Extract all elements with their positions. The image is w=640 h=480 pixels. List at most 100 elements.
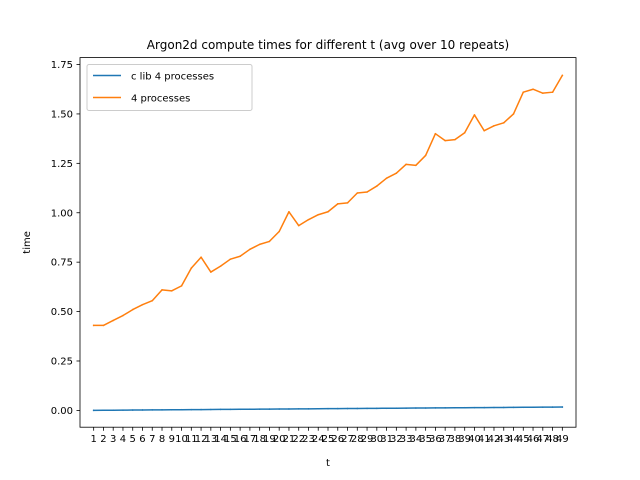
- x-tick-label: 4: [120, 434, 126, 445]
- data-point: [376, 185, 378, 187]
- x-axis-label: t: [326, 458, 330, 469]
- data-point: [219, 408, 222, 411]
- data-point: [376, 407, 378, 410]
- data-point: [141, 409, 144, 411]
- legend-item: c lib 4 processes: [93, 72, 214, 83]
- data-point: [92, 324, 95, 327]
- chart-title: Argon2d compute times for different t (a…: [147, 38, 509, 52]
- data-point: [561, 74, 564, 77]
- data-point: [190, 408, 193, 411]
- data-point: [229, 408, 232, 411]
- series-1: [92, 406, 564, 412]
- data-point: [551, 91, 554, 93]
- data-point: [307, 408, 310, 410]
- data-point: [92, 409, 95, 412]
- legend-label: c lib 4 processes: [131, 72, 214, 83]
- data-point: [210, 271, 212, 273]
- x-tick-label: 47: [536, 434, 549, 445]
- data-point: [170, 408, 173, 411]
- data-point: [297, 224, 300, 227]
- data-point: [122, 409, 124, 411]
- data-point: [249, 248, 251, 251]
- data-point: [297, 408, 300, 410]
- data-point: [229, 258, 232, 261]
- data-point: [102, 324, 105, 327]
- y-tick-label: 1.00: [51, 208, 73, 219]
- y-axis-ticks: 0.00 0.25 0.50 0.75 1.00 1.25 1.50 1.75: [51, 60, 80, 417]
- data-point: [249, 408, 251, 411]
- x-tick-label: 28: [351, 434, 364, 445]
- x-tick-label: 27: [341, 434, 354, 445]
- data-point: [131, 308, 134, 311]
- data-point: [366, 407, 368, 410]
- data-point: [161, 409, 163, 411]
- data-point: [278, 408, 280, 410]
- x-tick-label: 11: [185, 434, 198, 445]
- x-tick-label: 6: [139, 434, 145, 445]
- data-point: [131, 409, 134, 411]
- legend-item: 4 processes: [93, 94, 190, 105]
- x-tick-label: 18: [253, 434, 266, 445]
- data-point: [522, 91, 525, 93]
- data-point: [415, 407, 417, 409]
- x-tick-label: 26: [331, 434, 344, 445]
- data-point: [346, 407, 349, 410]
- data-point: [112, 319, 114, 322]
- data-point: [424, 407, 427, 409]
- data-point: [395, 172, 398, 175]
- plot-layer: [92, 74, 564, 412]
- x-tick-label: 43: [497, 434, 510, 445]
- x-tick-label: 35: [419, 434, 432, 445]
- x-tick-label: 21: [283, 434, 296, 445]
- data-point: [551, 406, 554, 408]
- x-tick-label: 29: [361, 434, 374, 445]
- data-point: [356, 192, 359, 194]
- x-tick-label: 12: [195, 434, 208, 445]
- x-tick-label: 36: [429, 434, 442, 445]
- x-tick-label: 16: [234, 434, 247, 445]
- x-tick-label: 37: [439, 434, 452, 445]
- data-point: [307, 218, 310, 221]
- x-tick-label: 5: [130, 434, 136, 445]
- x-tick-label: 23: [302, 434, 315, 445]
- x-tick-label: 34: [410, 434, 423, 445]
- data-point: [151, 299, 154, 302]
- x-tick-label: 7: [149, 434, 155, 445]
- x-tick-label: 14: [214, 434, 227, 445]
- data-point: [258, 408, 261, 410]
- data-point: [463, 406, 466, 409]
- legend-frame: [86, 64, 253, 111]
- y-tick-label: 1.25: [51, 159, 73, 170]
- data-point: [483, 406, 486, 409]
- x-tick-label: 49: [556, 434, 569, 445]
- data-point: [512, 113, 515, 115]
- data-point: [542, 92, 544, 94]
- x-tick-label: 9: [169, 434, 175, 445]
- data-point: [336, 203, 339, 205]
- data-point: [424, 154, 427, 157]
- x-tick-label: 15: [224, 434, 237, 445]
- data-point: [444, 139, 446, 142]
- data-point: [522, 406, 525, 409]
- data-point: [483, 129, 486, 132]
- data-point: [141, 303, 144, 306]
- data-point: [493, 124, 495, 127]
- x-tick-label: 31: [380, 434, 393, 445]
- data-point: [161, 289, 163, 291]
- data-point: [405, 407, 407, 409]
- data-point: [502, 122, 505, 124]
- data-point: [502, 406, 505, 409]
- data-point: [190, 267, 193, 269]
- data-point: [405, 163, 407, 166]
- x-tick-label: 32: [390, 434, 403, 445]
- data-point: [219, 265, 222, 267]
- data-point: [170, 290, 173, 292]
- data-point: [327, 407, 329, 410]
- data-point: [385, 407, 388, 410]
- x-tick-label: 33: [400, 434, 413, 445]
- x-tick-label: 1: [90, 434, 96, 445]
- x-tick-label: 3: [110, 434, 116, 445]
- y-tick-label: 0.75: [51, 258, 73, 269]
- data-point: [395, 407, 398, 409]
